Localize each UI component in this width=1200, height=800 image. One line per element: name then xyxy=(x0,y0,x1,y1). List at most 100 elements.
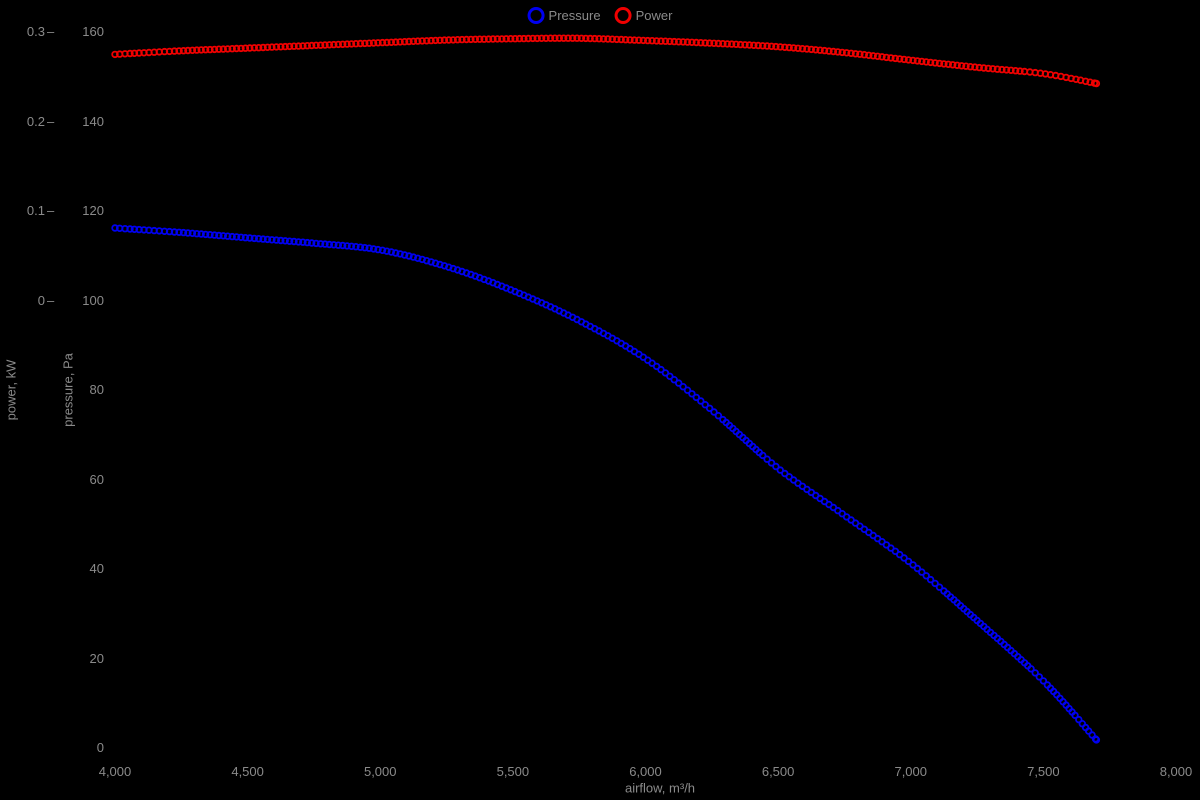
power-tick-label: 0 xyxy=(37,292,45,308)
pressure-data-point xyxy=(246,234,254,242)
power-data-point xyxy=(586,34,594,43)
pressure-data-point xyxy=(1039,677,1048,685)
power-data-point xyxy=(865,51,873,59)
power-data-point xyxy=(918,57,926,66)
legend-item-pressure[interactable]: Pressure xyxy=(527,7,601,24)
pressure-data-point xyxy=(299,238,307,246)
power-data-point xyxy=(577,34,586,42)
power-data-point xyxy=(763,42,771,50)
power-data-point xyxy=(378,38,387,47)
pressure-data-point xyxy=(303,238,311,247)
power-data-point xyxy=(949,61,957,69)
power-data-point xyxy=(829,47,838,56)
power-data-point xyxy=(210,45,219,54)
pressure-data-point xyxy=(237,233,245,241)
power-data-point xyxy=(423,37,431,45)
pressure-data-point xyxy=(688,390,696,398)
power-data-point xyxy=(568,34,577,42)
power-data-point xyxy=(489,35,497,43)
power-data-point xyxy=(626,36,634,44)
power-data-point xyxy=(1011,66,1020,75)
pressure-data-point xyxy=(259,235,267,243)
legend-item-power[interactable]: Power xyxy=(614,7,672,24)
pressure-data-point xyxy=(285,237,294,245)
power-data-point xyxy=(471,35,479,43)
power-data-point xyxy=(250,44,258,52)
power-data-point xyxy=(935,59,944,68)
power-data-point xyxy=(405,37,413,46)
pressure-data-point xyxy=(697,397,705,405)
power-data-point xyxy=(268,43,276,51)
power-tick-mark: – xyxy=(47,203,55,218)
power-data-point xyxy=(989,65,997,73)
power-data-point xyxy=(294,42,303,50)
pressure-data-point xyxy=(405,252,413,260)
pressure-data-point xyxy=(763,455,771,463)
pressure-tick-label: 80 xyxy=(89,382,104,397)
pressure-data-point xyxy=(1031,669,1039,677)
power-data-point xyxy=(608,35,616,43)
pressure-axis-title: pressure, Pa xyxy=(60,353,76,427)
power-data-point xyxy=(785,43,793,52)
power-data-point xyxy=(343,40,351,48)
pressure-data-point xyxy=(272,236,281,244)
pressure-data-point xyxy=(365,244,373,252)
power-data-point xyxy=(396,38,404,46)
power-data-point xyxy=(847,49,855,57)
pressure-tick-label: 40 xyxy=(89,561,104,576)
power-data-point xyxy=(374,39,382,47)
pressure-data-point xyxy=(201,230,210,239)
power-data-point xyxy=(440,36,449,44)
power-data-point xyxy=(431,36,440,45)
power-data-point xyxy=(263,43,272,51)
pressure-data-point xyxy=(776,466,784,474)
pressure-data-point xyxy=(675,379,683,387)
pressure-data-point xyxy=(210,231,219,239)
power-data-point xyxy=(246,44,254,52)
power-data-point xyxy=(564,34,572,42)
power-data-point xyxy=(617,35,625,44)
power-data-point xyxy=(184,46,192,55)
power-data-point xyxy=(361,39,369,48)
power-data-point xyxy=(223,45,232,53)
x-tick-label: 5,000 xyxy=(363,764,397,779)
power-data-point xyxy=(719,40,727,48)
pressure-data-point xyxy=(250,234,258,243)
power-data-point xyxy=(228,45,236,53)
power-data-point xyxy=(904,56,913,64)
power-data-point xyxy=(630,36,639,44)
pressure-data-point xyxy=(228,232,236,241)
power-data-point xyxy=(926,58,935,67)
power-data-point xyxy=(511,35,519,43)
power-data-point xyxy=(644,36,652,45)
power-data-point xyxy=(807,45,815,54)
power-data-point xyxy=(409,37,418,45)
power-data-point xyxy=(869,52,877,60)
power-data-point xyxy=(604,35,612,43)
power-data-point xyxy=(666,37,674,46)
x-tick-label: 7,000 xyxy=(894,764,928,779)
pressure-data-point xyxy=(1027,665,1035,673)
power-tick-label: 0.3 xyxy=(26,24,45,39)
power-data-point xyxy=(507,35,515,43)
x-tick-label: 8,000 xyxy=(1159,764,1193,779)
power-tick-mark: – xyxy=(47,24,55,39)
power-data-point xyxy=(980,64,988,72)
power-data-point xyxy=(520,34,528,43)
power-data-point xyxy=(639,36,647,45)
power-data-point xyxy=(308,41,316,50)
power-data-point xyxy=(255,44,263,52)
pressure-data-point xyxy=(666,372,674,380)
power-data-point xyxy=(834,48,842,56)
power-data-point xyxy=(705,39,714,47)
power-data-point xyxy=(750,41,758,49)
power-data-point xyxy=(966,62,975,71)
power-data-point xyxy=(237,44,245,53)
pressure-data-point xyxy=(188,229,197,237)
power-data-point xyxy=(502,35,510,43)
pressure-data-point xyxy=(414,254,422,262)
power-data-point xyxy=(321,41,329,49)
power-data-point xyxy=(573,34,581,42)
pressure-data-point xyxy=(241,233,250,242)
